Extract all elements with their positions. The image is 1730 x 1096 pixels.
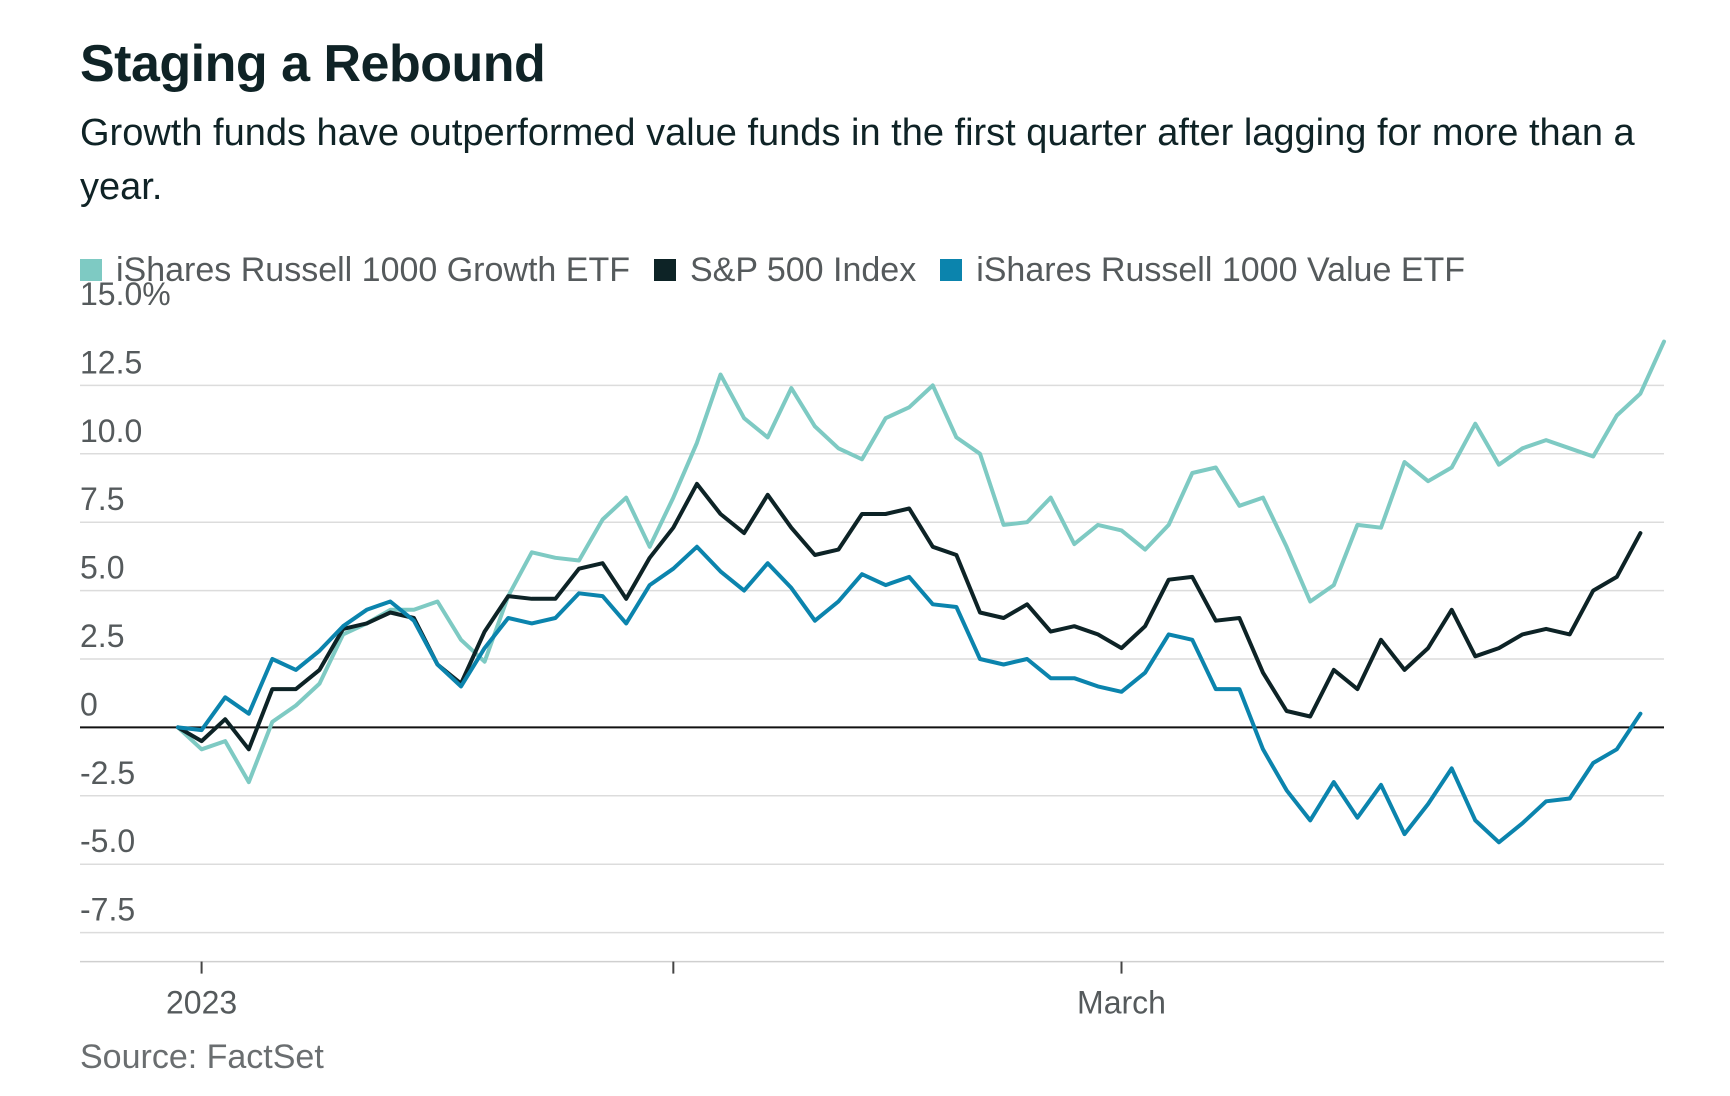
- series-line-growth: [176, 339, 1666, 785]
- y-tick-label: -5.0: [80, 823, 135, 859]
- y-axis-tick-labels: 15.0% 12.5 10.0 7.5 5.0 2.5 0 -2.5 -5.0 -7.5: [80, 276, 171, 928]
- y-tick-label: 0: [80, 686, 98, 722]
- x-axis: 2023 March: [80, 960, 1664, 1021]
- x-tick-label: March: [1077, 985, 1166, 1021]
- legend-swatch-growth: [80, 259, 102, 281]
- y-tick-label: 15.0%: [80, 276, 171, 312]
- source-note: Source: FactSet: [80, 1038, 324, 1076]
- legend-item-growth: iShares Russell 1000 Growth ETF: [80, 251, 630, 290]
- legend-item-value: iShares Russell 1000 Value ETF: [940, 251, 1465, 290]
- chart-title: Staging a Rebound: [80, 35, 546, 93]
- legend-swatch-sp500: [653, 259, 676, 281]
- series-lines: [176, 339, 1666, 845]
- legend-item-sp500: S&P 500 Index: [653, 250, 917, 290]
- x-tick-label: 2023: [166, 985, 237, 1021]
- legend-swatch-value: [940, 259, 963, 281]
- y-tick-label: 10.0: [80, 413, 142, 449]
- y-tick-label: -2.5: [80, 755, 135, 791]
- y-tick-label: 2.5: [80, 618, 124, 654]
- series-line-sp500: [176, 481, 1643, 752]
- legend-label-growth: iShares Russell 1000 Growth ETF: [116, 250, 630, 289]
- legend-label-value: iShares Russell 1000 Value ETF: [976, 250, 1466, 289]
- legend: iShares Russell 1000 Growth ETF S&P 500 …: [80, 248, 1489, 292]
- chart-subtitle: Growth funds have outperformed value fun…: [80, 112, 1635, 208]
- y-tick-label: 12.5: [80, 344, 142, 380]
- y-tick-label: 5.0: [80, 550, 124, 586]
- legend-label-sp500: S&P 500 Index: [689, 250, 917, 289]
- grid-lines: [80, 384, 1664, 934]
- y-tick-label: 7.5: [80, 481, 124, 517]
- series-line-value: [176, 544, 1643, 845]
- y-tick-label: -7.5: [80, 892, 135, 928]
